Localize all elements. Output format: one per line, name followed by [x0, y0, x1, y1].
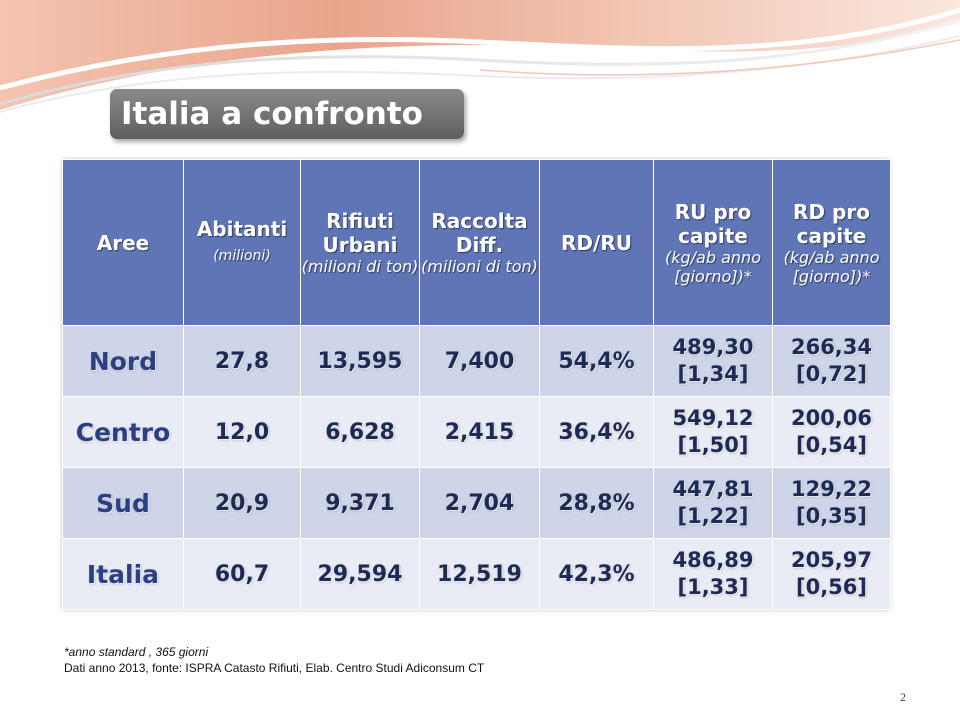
footnote: *anno standard , 365 giorni Dati anno 20…	[64, 644, 484, 676]
footnote-source: Dati anno 2013, fonte: ISPRA Catasto Rif…	[64, 661, 485, 675]
table-row: Italia 60,7 29,594 12,519 42,3% 486,89 [1…	[62, 538, 891, 610]
header-aree: Aree	[62, 159, 184, 326]
comparison-table: Aree Abitanti (milioni) Rifiuti Urbani (mi…	[62, 159, 891, 610]
slide-title: Italia a confronto	[110, 89, 464, 139]
cell-ru-pro-capite: 489,30 [1,34]	[653, 325, 773, 397]
header-ru-pro-capite: RU pro capite (kg/ab anno [giorno])*	[653, 159, 773, 326]
header-abitanti: Abitanti (milioni)	[183, 159, 301, 326]
cell-raccolta-diff: 12,519	[419, 538, 540, 610]
header-rd-pro-capite: RD pro capite (kg/ab anno [giorno])*	[772, 159, 891, 326]
cell-rifiuti-urbani: 6,628	[300, 396, 420, 468]
cell-rd-pro-capite: 205,97 [0,56]	[772, 538, 891, 610]
header-rifiuti-urbani: Rifiuti Urbani (milioni di ton)	[300, 159, 420, 326]
cell-rifiuti-urbani: 9,371	[300, 467, 420, 539]
cell-rd-ru: 36,4%	[539, 396, 654, 468]
cell-ru-pro-capite: 549,12 [1,50]	[653, 396, 773, 468]
cell-abitanti: 27,8	[183, 325, 301, 397]
cell-rd-pro-capite: 266,34 [0,72]	[772, 325, 891, 397]
cell-ru-pro-capite: 486,89 [1,33]	[653, 538, 773, 610]
cell-abitanti: 20,9	[183, 467, 301, 539]
page-number: 2	[900, 690, 906, 704]
header-rd-ru: RD/RU	[539, 159, 654, 326]
footnote-standard-year: *anno standard , 365 giorni	[64, 645, 209, 659]
table-row: Sud 20,9 9,371 2,704 28,8% 447,81 [1,22] …	[62, 467, 891, 539]
table-row: Centro 12,0 6,628 2,415 36,4% 549,12 [1,5…	[62, 396, 891, 468]
cell-area: Centro	[62, 396, 184, 468]
cell-rifiuti-urbani: 29,594	[300, 538, 420, 610]
table-row: Nord 27,8 13,595 7,400 54,4% 489,30 [1,34…	[62, 325, 891, 397]
cell-rd-pro-capite: 200,06 [0,54]	[772, 396, 891, 468]
cell-abitanti: 60,7	[183, 538, 301, 610]
cell-area: Italia	[62, 538, 184, 610]
cell-raccolta-diff: 2,415	[419, 396, 540, 468]
cell-rd-ru: 28,8%	[539, 467, 654, 539]
header-raccolta-diff: Raccolta Diff. (milioni di ton)	[419, 159, 540, 326]
cell-raccolta-diff: 2,704	[419, 467, 540, 539]
decorative-wave-banner	[0, 0, 960, 113]
cell-rd-ru: 42,3%	[539, 538, 654, 610]
cell-rifiuti-urbani: 13,595	[300, 325, 420, 397]
cell-raccolta-diff: 7,400	[419, 325, 540, 397]
cell-area: Sud	[62, 467, 184, 539]
cell-rd-ru: 54,4%	[539, 325, 654, 397]
table-header-row: Aree Abitanti (milioni) Rifiuti Urbani (mi…	[62, 159, 891, 326]
cell-abitanti: 12,0	[183, 396, 301, 468]
cell-ru-pro-capite: 447,81 [1,22]	[653, 467, 773, 539]
cell-area: Nord	[62, 325, 184, 397]
cell-rd-pro-capite: 129,22 [0,35]	[772, 467, 891, 539]
